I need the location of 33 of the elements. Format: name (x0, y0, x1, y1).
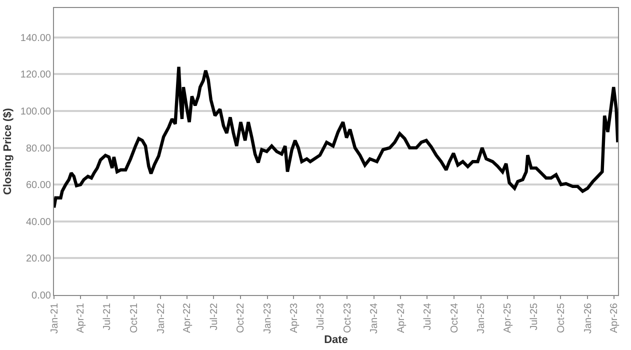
y-tick-label: 140.00 (20, 32, 52, 44)
y-tick-label: 100.00 (20, 106, 52, 118)
x-tick-label: Jan-22 (156, 302, 167, 334)
x-tick-label: Jan-23 (262, 302, 274, 334)
x-tick-label: Jan-24 (369, 302, 380, 334)
x-tick-label: Oct-21 (129, 302, 140, 334)
x-tick-label: Oct-22 (236, 302, 247, 334)
x-tick-label: Oct-24 (449, 302, 460, 334)
y-tick-label: 20.00 (26, 254, 52, 265)
line-series (54, 65, 618, 210)
x-tick-label: Apr-26 (609, 302, 620, 334)
y-tick-label: 0.00 (32, 290, 52, 302)
x-tick-label: Jul-23 (315, 302, 326, 330)
x-tick-label: Oct-23 (342, 302, 354, 334)
y-tick-label: 120.00 (20, 70, 52, 81)
y-tick-label: 40.00 (26, 216, 52, 228)
x-tick-label: Apr-23 (288, 302, 300, 334)
y-axis-title: Closing Price ($) (2, 108, 14, 195)
x-tick-label: Apr-22 (182, 302, 194, 334)
x-tick-label: Jan-25 (476, 302, 488, 334)
x-tick-label: Jul-22 (208, 302, 220, 330)
x-tick-label: Jul-25 (529, 302, 540, 330)
x-tick-label: Jul-21 (102, 302, 114, 330)
x-tick-label: Jan-26 (582, 302, 594, 334)
x-axis-title: Date (324, 334, 348, 346)
x-tick-label: Apr-25 (502, 302, 514, 334)
x-tick-label: Apr-21 (76, 302, 87, 334)
x-tick-label: Oct-25 (556, 302, 567, 334)
x-tick-label: Jul-24 (422, 302, 434, 330)
y-tick-label: 60.00 (26, 180, 52, 192)
y-tick-label: 80.00 (26, 143, 52, 154)
x-tick-label: Apr-24 (396, 302, 407, 334)
x-tick-label: Jan-21 (49, 302, 60, 334)
